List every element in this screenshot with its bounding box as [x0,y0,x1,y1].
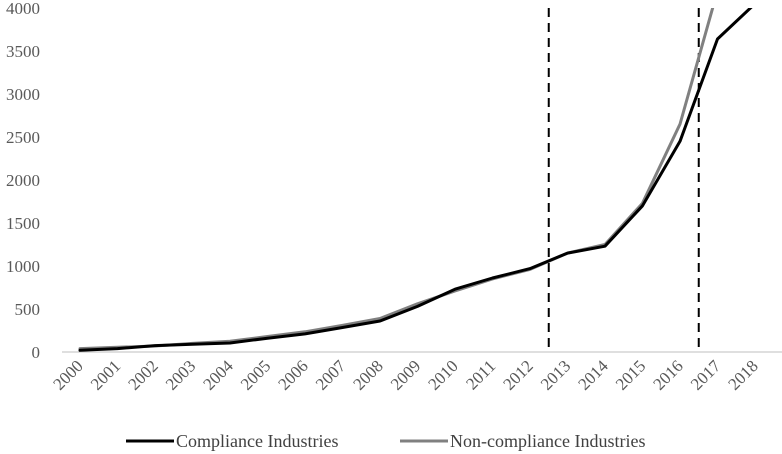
x-tick-label: 2016 [649,356,686,393]
legend: Compliance Industries Non-compliance Indu… [126,431,645,451]
y-tick-label: 4000 [6,0,40,18]
x-tick-label: 2012 [499,356,536,393]
x-tick-label: 2010 [424,356,461,393]
x-tick-label: 2014 [574,356,612,394]
series-lines [78,8,753,352]
y-tick-label: 2000 [6,171,40,190]
x-tick-label: 2001 [87,356,124,393]
x-tick-label: 2013 [537,356,574,393]
y-tick-label: 1500 [6,214,40,233]
y-axis-ticks: 0 500 1000 1500 2000 2500 3000 3500 4000 [6,0,40,362]
x-tick-label: 2006 [274,356,311,393]
y-tick-label: 1000 [6,257,40,276]
legend-label: Compliance Industries [176,431,338,451]
x-tick-label: 2004 [199,356,237,394]
x-tick-label: 2018 [724,356,761,393]
reference-lines [547,8,700,352]
y-tick-label: 3500 [6,42,40,61]
x-tick-label: 2011 [462,356,499,393]
x-tick-label: 2002 [124,356,161,393]
y-tick-label: 500 [15,300,41,319]
legend-item-non-compliance-industries: Non-compliance Industries [400,431,645,451]
x-axis-ticks: 2000 2001 2002 2003 2004 2005 2006 2007 2008 2009… [49,356,761,394]
x-tick-label: 2005 [237,356,274,393]
x-tick-label: 2017 [687,356,725,394]
series-line-non-compliance-industries [78,8,715,351]
x-tick-label: 2003 [162,356,199,393]
x-tick-label: 2008 [349,356,386,393]
y-tick-label: 0 [32,343,41,362]
x-tick-label: 2009 [387,356,424,393]
y-tick-label: 3000 [6,85,40,104]
legend-label: Non-compliance Industries [450,431,645,451]
y-tick-label: 2500 [6,128,40,147]
x-tick-label: 2007 [312,356,350,394]
series-line-compliance-industries [78,8,753,352]
x-tick-label: 2000 [49,356,86,393]
legend-item-compliance-industries: Compliance Industries [126,431,338,451]
x-tick-label: 2015 [612,356,649,393]
